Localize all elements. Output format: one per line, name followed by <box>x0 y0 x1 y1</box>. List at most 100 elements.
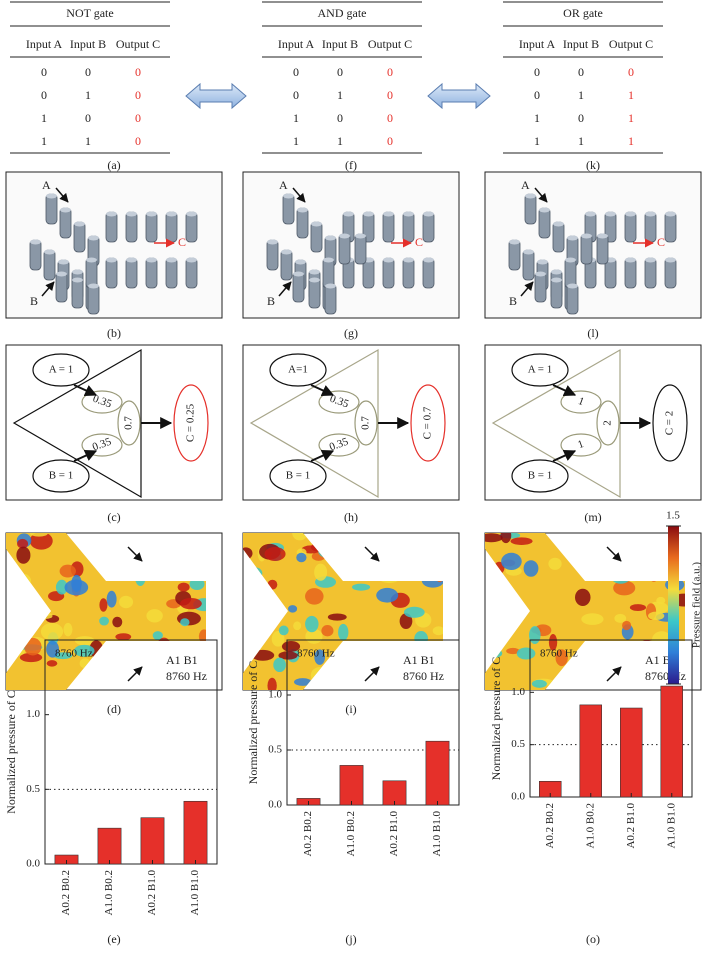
y-axis-label: Normalized pressure of C <box>489 657 503 781</box>
cylinder-top <box>58 259 69 265</box>
cylinder-top <box>551 277 562 283</box>
node-value-node <box>81 390 123 414</box>
field-blob <box>548 634 558 651</box>
output-label-node <box>173 384 209 462</box>
sample <box>508 193 677 315</box>
field-blob <box>501 552 522 570</box>
field-blob <box>63 622 73 637</box>
arrow <box>520 281 534 297</box>
column-header: Input B <box>70 37 106 51</box>
cylinder-top <box>126 257 137 263</box>
annotation: 8760 Hz <box>55 648 93 660</box>
field-blob <box>278 651 298 660</box>
cylinder-top <box>383 257 394 263</box>
arrow <box>552 384 577 396</box>
input-label: B = 1 <box>49 470 74 482</box>
y-tick-label: 0.0 <box>26 858 40 870</box>
cylinder-top <box>325 283 336 289</box>
cylinder-top <box>74 221 85 227</box>
colorbar-title: Pressure field (a.u.) <box>691 562 703 648</box>
cell: 1 <box>85 88 91 102</box>
cell: 0 <box>337 111 343 125</box>
node-value: 0.7 <box>360 416 372 430</box>
cylinder-top <box>423 257 434 263</box>
cylinder-top <box>311 221 322 227</box>
field-blob <box>273 657 286 673</box>
table-title: AND gate <box>318 6 367 20</box>
cell: 0 <box>578 65 584 79</box>
cell: 0 <box>293 88 299 102</box>
cylinder-top <box>403 211 414 217</box>
field-blob <box>314 563 328 581</box>
cylinder-top <box>325 235 336 241</box>
port-label: B <box>30 294 38 308</box>
field-blob <box>293 621 302 631</box>
field-blob <box>622 620 632 631</box>
x-tick-label: A1.0 B0.2 <box>103 870 115 916</box>
cylinder-top <box>88 235 99 241</box>
cell: 0 <box>135 88 141 102</box>
plot-frame <box>44 639 218 865</box>
x-tick-label: A1.0 B1.0 <box>189 870 201 916</box>
field-blob <box>55 579 68 595</box>
node-value: 0.7 <box>123 416 135 430</box>
cylinder-top <box>509 239 520 245</box>
field-blob <box>152 631 163 640</box>
ports: A1 B1 <box>166 653 198 667</box>
cylinder-top <box>88 283 99 289</box>
field-blob <box>179 597 202 610</box>
field-blob <box>529 626 541 644</box>
cylinder-top <box>605 211 616 217</box>
field-blob <box>548 557 562 570</box>
field-blob <box>99 598 108 612</box>
input-label-node <box>269 353 327 387</box>
port-label: B <box>509 294 517 308</box>
cylinder-top <box>86 257 97 263</box>
cylinder-top <box>581 233 592 239</box>
output-label: C = 0.7 <box>422 406 434 439</box>
y-tick-label: 0.5 <box>268 744 282 756</box>
cell: 1 <box>578 88 584 102</box>
port-label: A <box>521 178 530 192</box>
column-header: Output C <box>609 37 653 51</box>
field-blob <box>17 538 29 549</box>
colorbar <box>668 526 679 684</box>
field-blob <box>24 637 42 656</box>
output-label-node <box>652 384 688 462</box>
field-blob <box>46 640 60 658</box>
column-header: Input A <box>26 37 63 51</box>
cylinder-top <box>46 193 57 199</box>
field-blob <box>281 641 301 652</box>
cell: 0 <box>135 134 141 148</box>
cell: 0 <box>387 111 393 125</box>
cylinder-top <box>72 277 83 283</box>
field-blob <box>189 578 205 590</box>
cell: 0 <box>337 65 343 79</box>
field-blob <box>40 622 64 641</box>
field-blob <box>146 609 163 623</box>
y-axis-label: Normalized pressure of C <box>4 690 18 814</box>
cylinder-top <box>281 249 292 255</box>
y-axis-label: Normalized pressure of C <box>246 661 260 785</box>
field-blob <box>16 546 31 564</box>
node-value-node <box>117 400 141 446</box>
field-blob <box>321 625 334 637</box>
cylinder-top <box>625 257 636 263</box>
field-blob <box>115 633 132 641</box>
cell: 1 <box>628 88 634 102</box>
node-value-node <box>318 390 360 414</box>
port-label: A <box>279 178 288 192</box>
x-tick-label: A0.2 B1.0 <box>146 870 158 916</box>
field-blob <box>574 588 591 607</box>
field-blob <box>376 587 399 603</box>
field-blob <box>278 625 289 636</box>
y-tick-label: 1.0 <box>268 689 282 701</box>
y-tick-label: 0.5 <box>26 783 40 795</box>
cell: 1 <box>628 134 634 148</box>
x-tick-label: A1.0 B0.2 <box>584 803 596 849</box>
field-blob <box>293 678 312 686</box>
y-tick-label: 1.0 <box>511 686 525 698</box>
cylinder-top <box>56 271 67 277</box>
